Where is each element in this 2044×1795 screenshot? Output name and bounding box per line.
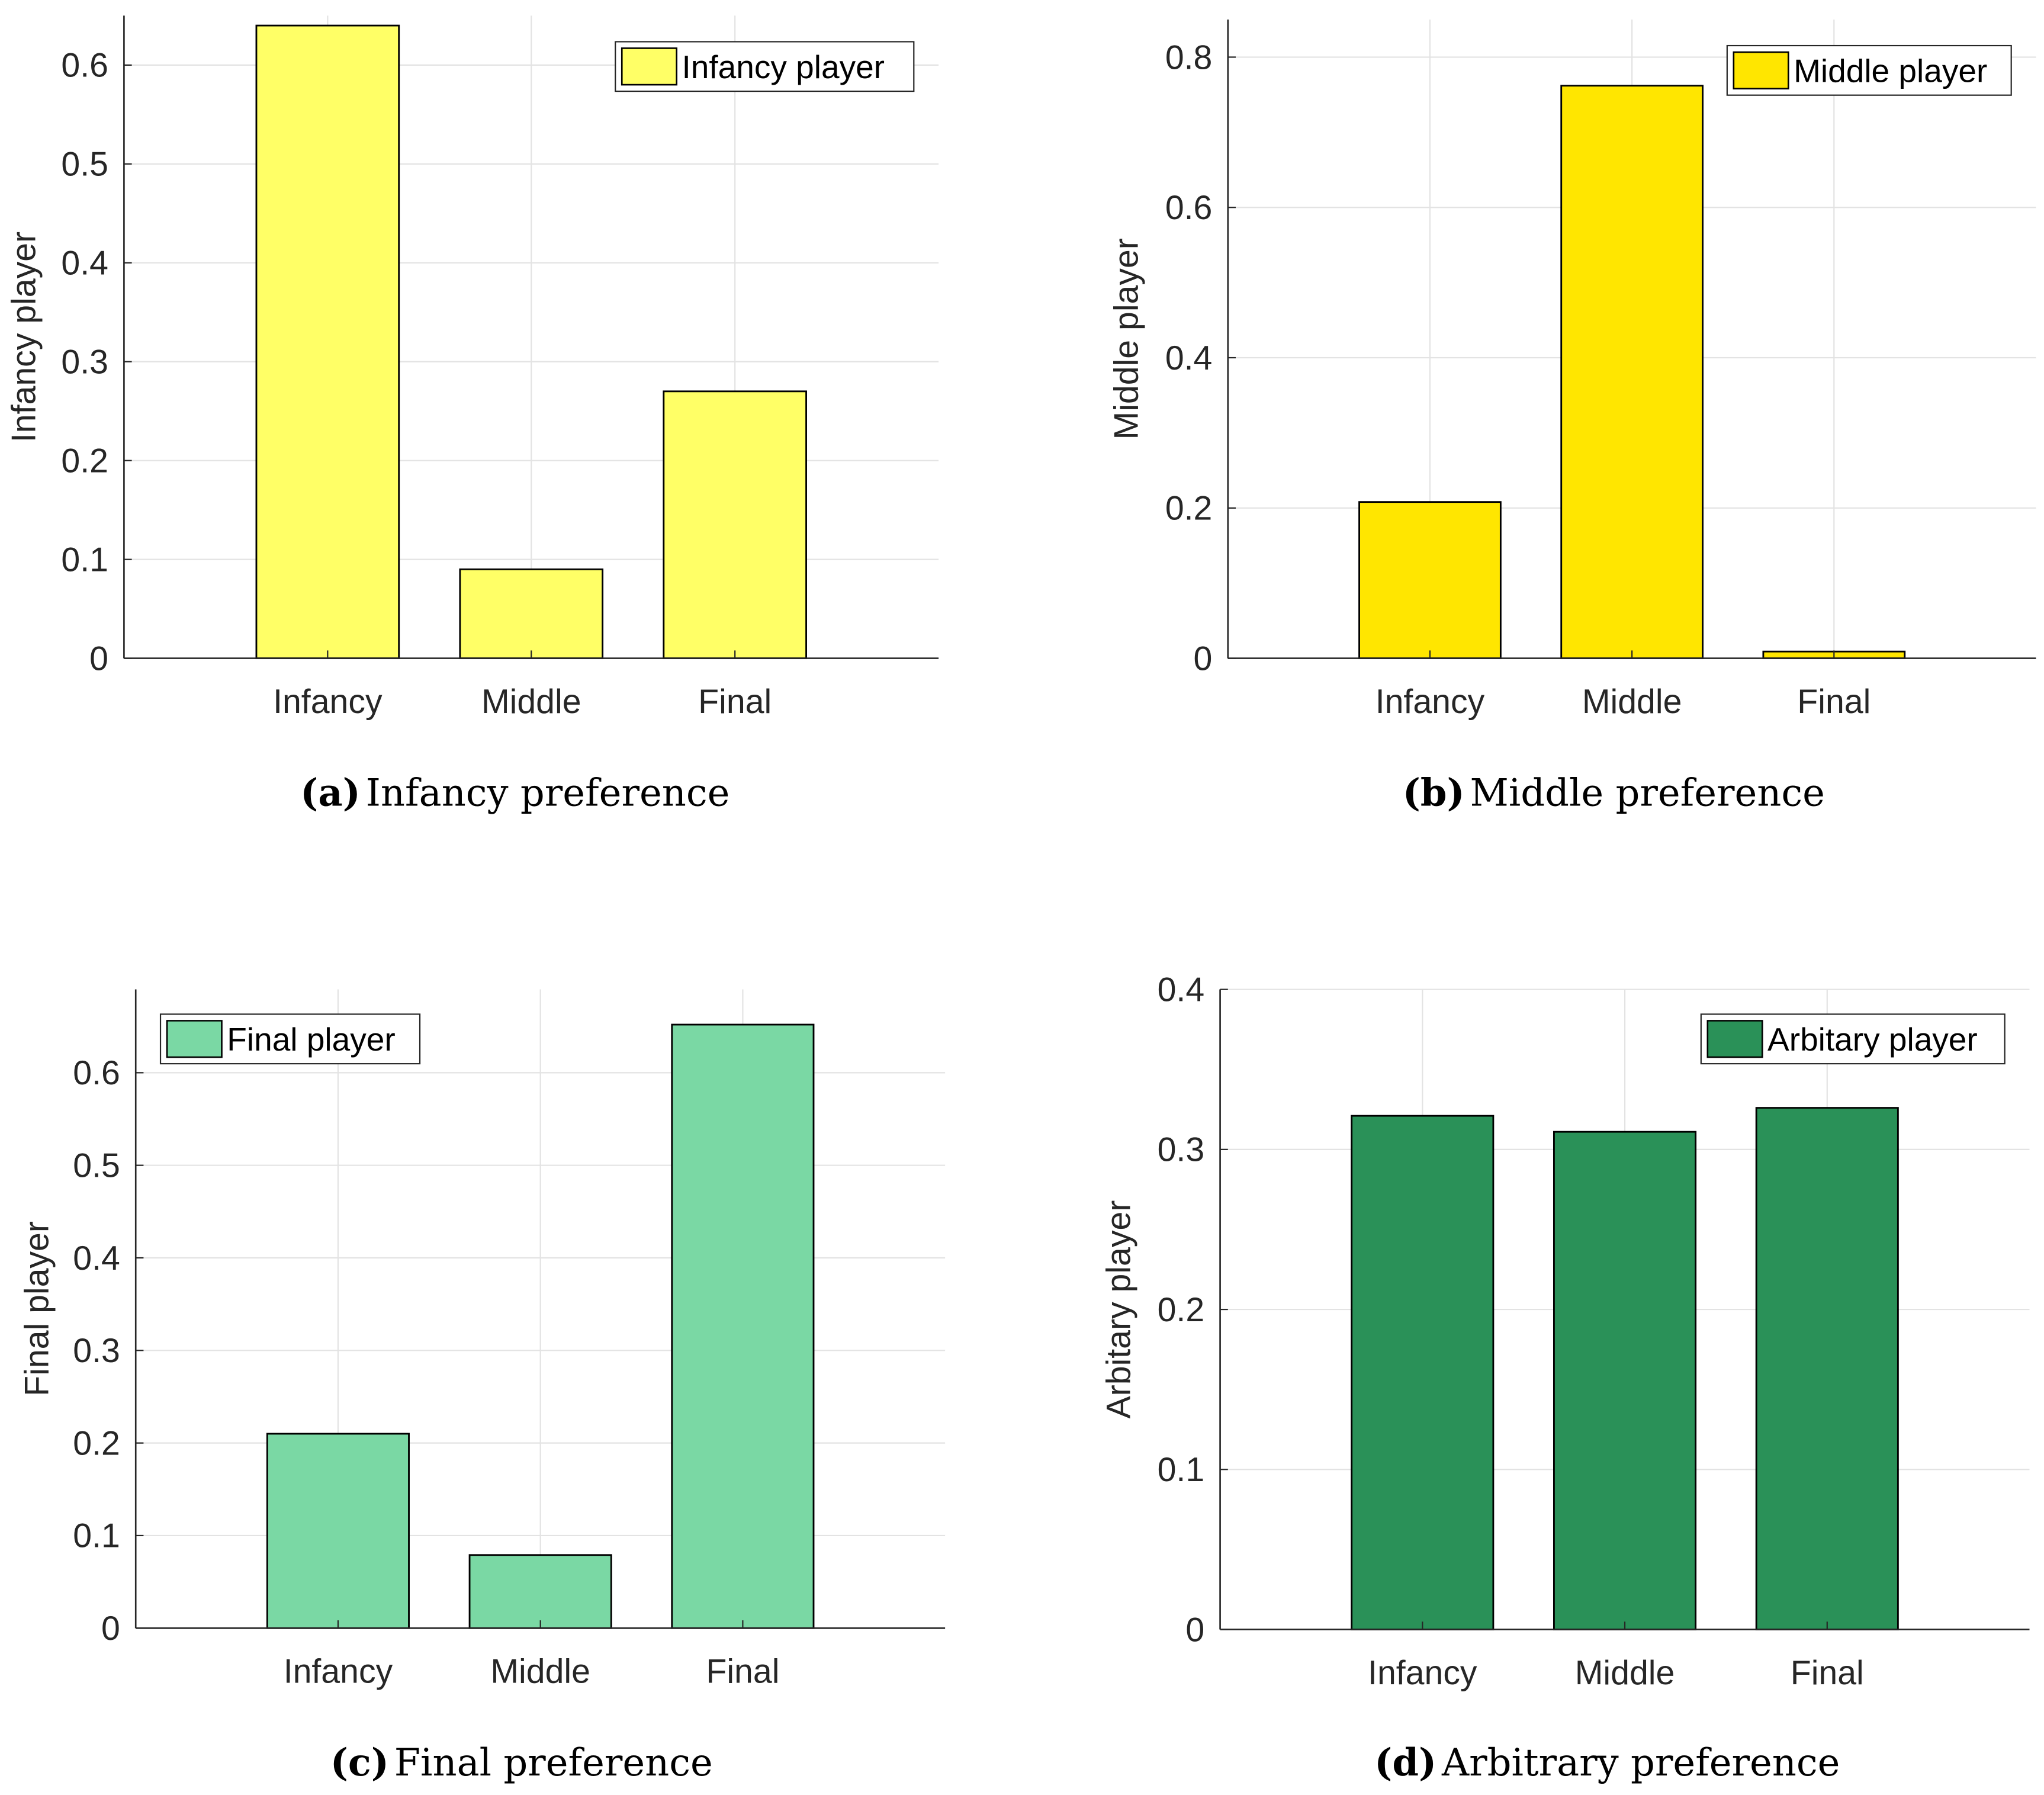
caption-letter: (a) [300,770,361,815]
caption: (d) Arbitrary preference [1374,1741,1840,1785]
caption-letter: (b) [1403,770,1465,815]
bar-infancy [255,24,400,660]
bar-final [1755,1107,1899,1630]
caption-letter: (d) [1374,1741,1436,1785]
y-axis-label: Infancy player [5,232,43,442]
x-tick-label: Final [706,1653,779,1691]
panel-a: 0 0.1 0.2 0.3 0.4 0.5 0.6 Infancy Middle Final Inf… [5,15,939,815]
legend-swatch [1733,51,1789,89]
x-tick-label: Middle [481,683,581,721]
x-tick-label: Middle [1582,683,1682,721]
x-tick-label: Middle [1575,1654,1675,1692]
y-tick-label: 0.2 [1158,1291,1205,1329]
y-tick-label: 0 [89,640,108,677]
panel-c: 0 0.1 0.2 0.3 0.4 0.5 0.6 Infancy Middle Final Fin… [18,989,946,1785]
x-tick-label: Final [1791,1654,1864,1692]
x-tick-label: Middle [490,1653,590,1691]
x-tick-label: Infancy [1375,683,1485,721]
caption-letter: (c) [330,1741,389,1785]
y-tick-label: 0.4 [1165,339,1213,377]
y-tick-label: 0.4 [1158,971,1205,1009]
y-tick-label: 0.1 [61,541,108,579]
y-tick-label: 0.2 [73,1424,120,1462]
caption-text: Infancy preference [366,771,730,815]
y-tick-label: 0.5 [61,146,108,184]
legend-label: Final player [227,1021,395,1058]
bar-middle [468,1554,612,1629]
bar-infancy [1351,1115,1495,1630]
y-tick-label: 0.1 [73,1517,120,1555]
panel-b: 0 0.2 0.4 0.6 0.8 Infancy Middle Final Middle pl… [1108,20,2036,815]
caption-text: Final preference [394,1741,713,1785]
y-tick-label: 0.5 [73,1147,120,1184]
y-tick-label: 0.3 [1158,1131,1205,1169]
x-tick-label: Infancy [1368,1654,1477,1692]
y-tick-label: 0 [1194,640,1213,677]
caption: (b) Middle preference [1403,770,1825,815]
x-tick-label: Final [698,683,772,721]
caption-text: Arbitrary preference [1441,1741,1840,1785]
legend: Final player [159,1013,421,1065]
y-tick-label: 0.6 [1165,189,1213,227]
y-tick-label: 0.3 [61,343,108,381]
legend-label: Arbitary player [1767,1021,1978,1058]
legend: Infancy player [615,41,915,92]
legend-label: Middle player [1794,53,1987,89]
x-tick-label: Infancy [273,683,383,721]
x-tick-label: Infancy [284,1653,393,1691]
x-tick-label: Final [1797,683,1871,721]
y-tick-label: 0.1 [1158,1451,1205,1489]
y-tick-label: 0.2 [1165,490,1213,528]
y-tick-label: 0 [1185,1611,1204,1649]
legend-swatch [621,47,678,86]
y-tick-label: 0.3 [73,1332,120,1370]
caption: (c) Final preference [330,1741,713,1785]
bar-infancy [1358,501,1502,660]
y-axis-label: Arbitary player [1100,1200,1137,1419]
bar-final [663,390,808,660]
bar-middle [1553,1131,1697,1630]
y-axis-label: Middle player [1108,238,1146,439]
y-tick-label: 0.6 [61,47,108,85]
caption: (a) Infancy preference [300,770,729,815]
y-tick-label: 0 [101,1610,120,1648]
legend-label: Infancy player [682,49,885,85]
legend: Middle player [1726,44,2012,96]
y-axis-label: Final player [18,1221,56,1396]
legend-swatch [1706,1020,1763,1058]
y-tick-label: 0.4 [61,245,108,282]
legend-swatch [166,1020,223,1058]
y-tick-label: 0.8 [1165,38,1213,76]
bar-middle [1560,85,1704,660]
y-tick-label: 0.4 [73,1240,120,1277]
y-tick-label: 0.2 [61,442,108,480]
bar-final [671,1023,815,1629]
legend: Arbitary player [1700,1013,2006,1065]
y-tick-label: 0.6 [73,1054,120,1092]
bar-infancy [266,1433,410,1629]
bar-middle [459,568,604,660]
panel-d: 0 0.1 0.2 0.3 0.4 Infancy Middle Final Arbitary … [1100,971,2030,1785]
caption-text: Middle preference [1470,771,1825,815]
